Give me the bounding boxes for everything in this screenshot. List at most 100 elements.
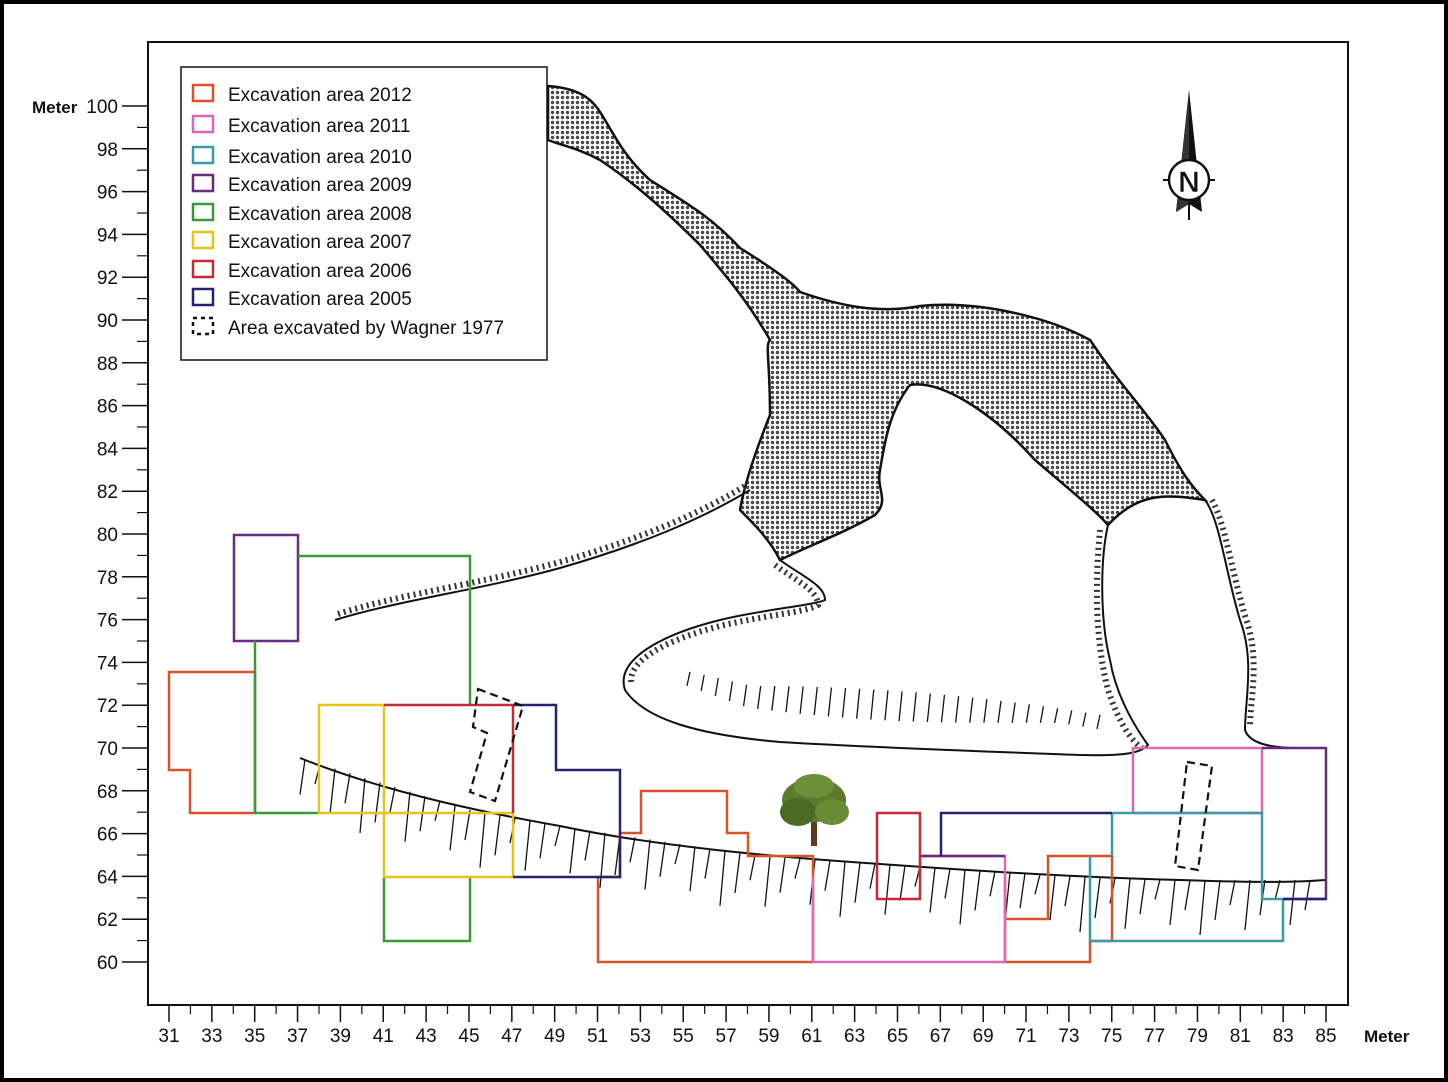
hatch-line xyxy=(959,869,966,925)
x-tick-label: 49 xyxy=(544,1026,565,1047)
hatch-line xyxy=(644,839,651,890)
excavation-2012-west xyxy=(167,670,257,815)
hatch-line xyxy=(1274,879,1281,901)
y-tick-label: 80 xyxy=(97,525,118,546)
hatch-line xyxy=(1011,702,1016,723)
x-tick-label: 73 xyxy=(1058,1026,1079,1047)
hatch-line xyxy=(898,691,903,722)
hatch-line xyxy=(1079,876,1086,933)
x-tick-label: 85 xyxy=(1315,1026,1336,1047)
hatch-line xyxy=(1064,875,1071,907)
y-tick-label: 72 xyxy=(97,696,118,717)
cave-wall-right-hatch xyxy=(1209,498,1257,729)
hatch-line xyxy=(1214,879,1221,921)
hatch-line xyxy=(344,773,351,804)
x-tick-label: 37 xyxy=(287,1026,308,1047)
x-tick-label: 57 xyxy=(716,1026,737,1047)
north-letter: N xyxy=(1178,166,1200,199)
hatch-line xyxy=(997,700,1002,723)
legend-swatch xyxy=(191,83,215,103)
y-tick-label: 78 xyxy=(97,568,118,589)
hatch-line xyxy=(824,860,831,891)
hatch-line xyxy=(539,823,546,859)
legend-label: Excavation area 2009 xyxy=(228,175,412,196)
hatch-line xyxy=(584,830,591,861)
excavation-2008-south xyxy=(382,877,472,943)
x-tick-label: 77 xyxy=(1144,1026,1165,1047)
excavation-2005-west xyxy=(513,703,622,879)
hatch-line xyxy=(854,862,861,903)
chamber-slope-hatching xyxy=(686,671,1101,730)
legend-label: Area excavated by Wagner 1977 xyxy=(228,318,504,339)
cave-wall-loop xyxy=(622,524,1150,757)
y-tick-label: 62 xyxy=(97,910,118,931)
hatch-line xyxy=(1184,879,1191,911)
y-tick-label: 76 xyxy=(97,611,118,632)
hatch-line xyxy=(794,858,801,879)
y-tick-label: 90 xyxy=(97,311,118,332)
hatch-line xyxy=(689,846,696,892)
hatch-line xyxy=(1124,878,1131,929)
y-tick-label: 86 xyxy=(97,397,118,418)
x-tick-label: 59 xyxy=(758,1026,779,1047)
legend-swatch xyxy=(191,202,215,222)
y-tick-label: 100 xyxy=(86,97,118,118)
hatch-line xyxy=(1049,875,1056,921)
x-tick-label: 65 xyxy=(887,1026,908,1047)
hatch-line xyxy=(1082,712,1087,727)
hatch-line xyxy=(299,759,306,795)
hatch-line xyxy=(1096,714,1101,730)
excavation-2011-east xyxy=(1131,746,1264,815)
y-tick-label: 92 xyxy=(97,268,118,289)
hatch-line xyxy=(839,861,846,917)
hatch-line xyxy=(799,686,804,714)
excavation-2008-north xyxy=(298,554,472,705)
x-axis: 31 33 35 37 39 41 43 45 47 49 51 53 55 57 59 61 63 65 67 69… xyxy=(158,1005,1337,1047)
hatch-line xyxy=(884,690,889,721)
hatch-line xyxy=(1039,706,1045,723)
x-tick-label: 31 xyxy=(158,1026,179,1047)
hatch-line xyxy=(359,777,366,833)
hatch-line xyxy=(912,692,917,722)
legend-swatch xyxy=(191,259,215,279)
hatch-line xyxy=(1169,879,1176,925)
hatch-line xyxy=(940,694,946,723)
x-tick-label: 39 xyxy=(330,1026,351,1047)
hatch-line xyxy=(714,678,719,697)
x-tick-label: 53 xyxy=(630,1026,651,1047)
excavation-2009-east xyxy=(1262,746,1328,901)
y-tick-label: 96 xyxy=(97,183,118,204)
cave-wall-loop-hatch xyxy=(628,562,822,686)
excavation-2011-center xyxy=(811,854,1007,964)
legend-swatch xyxy=(191,287,215,307)
x-tick-label: 71 xyxy=(1015,1026,1036,1047)
hatch-line xyxy=(1094,877,1101,919)
excavation-2010 xyxy=(1088,811,1285,943)
hatch-line xyxy=(1154,879,1161,900)
x-tick-label: 83 xyxy=(1273,1026,1294,1047)
hatch-line xyxy=(374,782,381,823)
y-axis: 100 98 96 94 92 90 88 86 84 82 80 78 76 74 72 70 68 66 64 6… xyxy=(86,97,148,974)
x-tick-label: 75 xyxy=(1101,1026,1122,1047)
x-tick-label: 63 xyxy=(844,1026,865,1047)
hatch-line xyxy=(700,674,705,692)
excavation-2009-west xyxy=(232,533,300,643)
hatch-line xyxy=(869,863,876,889)
hatch-line xyxy=(926,693,931,723)
hatch-line xyxy=(704,848,711,879)
hatch-line xyxy=(686,671,691,687)
cave-wall-left-arm-hatch xyxy=(337,481,750,617)
hatch-line xyxy=(1034,874,1041,895)
x-tick-label: 69 xyxy=(973,1026,994,1047)
legend-swatch xyxy=(191,114,215,134)
legend-label: Excavation area 2006 xyxy=(228,261,412,282)
y-tick-label: 94 xyxy=(97,225,119,246)
y-tick-label: 84 xyxy=(97,439,119,460)
excavation-2006 xyxy=(384,703,515,813)
hatch-line xyxy=(329,768,336,814)
hatch-line xyxy=(479,812,486,868)
legend-label: Excavation area 2007 xyxy=(228,232,412,253)
hatch-line xyxy=(674,843,681,865)
dripline-slope-hatching xyxy=(299,759,1311,936)
hatch-line xyxy=(629,837,636,863)
